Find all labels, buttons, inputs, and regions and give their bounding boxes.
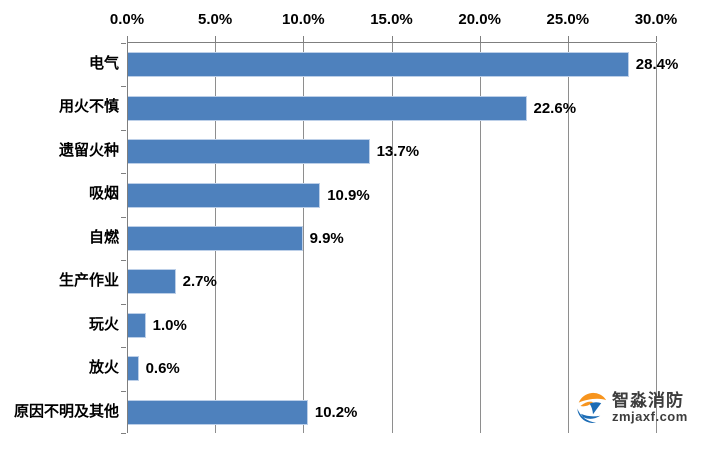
category-label: 遗留火种 (58, 141, 119, 159)
bar-value-label: 0.6% (145, 360, 180, 378)
category-label: 原因不明及其他 (13, 402, 119, 420)
gridline (656, 43, 657, 433)
category-label: 吸烟 (88, 185, 119, 203)
bar-row: 10.9% (128, 173, 656, 216)
watermark-domain: zmjaxf.com (612, 408, 688, 424)
category-axis-tick (121, 130, 126, 131)
bar-value-label: 1.0% (152, 316, 187, 334)
bar-row: 2.7% (128, 260, 656, 303)
gridline (303, 43, 305, 433)
gridline (479, 43, 481, 433)
bar (128, 399, 308, 425)
category-axis-tick (121, 391, 126, 392)
category-axis-tick (121, 433, 126, 434)
bar-row: 9.9% (128, 217, 656, 260)
category-axis-tick (121, 217, 126, 218)
x-tick-label: 0.0% (109, 11, 145, 28)
category-axis-tick (121, 304, 126, 305)
category-label: 玩火 (88, 315, 119, 333)
x-axis-tick (391, 36, 393, 42)
watermark-brand-name: 智淼消防 (612, 390, 684, 410)
gridline (391, 43, 393, 433)
bar-value-label: 28.4% (635, 56, 679, 74)
bar-value-label: 2.7% (182, 273, 217, 291)
category-label: 生产作业 (58, 272, 119, 290)
x-axis-tick (479, 36, 481, 42)
x-tick-label: 20.0% (458, 11, 501, 28)
category-axis-tick (121, 86, 126, 87)
category-axis-tick (121, 347, 126, 348)
category-axis-tick (121, 173, 126, 174)
x-tick-label: 10.0% (282, 11, 325, 28)
bar-value-label: 13.7% (376, 143, 420, 161)
x-tick-label: 15.0% (370, 11, 413, 28)
zhimiao-logo-icon (576, 391, 609, 424)
plot-area: 28.4% 22.6% 13.7% 10.9% 9.9% 2.7% 1.0% 0.6% 10.2… (121, 36, 678, 434)
bar-row: 0.6% (128, 347, 656, 390)
bar (128, 182, 321, 208)
bar-value-label: 22.6% (533, 99, 577, 117)
bar-row: 28.4% (128, 43, 678, 86)
watermark: 智淼消防 zmjaxf.com (576, 391, 688, 424)
category-axis-tick (121, 43, 126, 44)
x-axis-tick (567, 36, 569, 42)
bar-value-label: 10.2% (314, 403, 358, 421)
bar-row: 22.6% (128, 86, 656, 129)
x-tick-label: 30.0% (634, 11, 678, 28)
bar (128, 52, 629, 78)
watermark-text: 智淼消防 zmjaxf.com (612, 390, 688, 424)
x-axis-tick (656, 36, 657, 42)
category-axis-tick (121, 260, 126, 261)
bar-value-label: 9.9% (309, 229, 344, 247)
x-tick-label: 25.0% (546, 11, 590, 28)
bar (128, 356, 139, 382)
gridline (567, 43, 569, 433)
bar (128, 269, 176, 295)
category-label: 自燃 (88, 228, 119, 246)
x-axis-tick (215, 36, 217, 42)
category-label: 用火不慎 (58, 98, 119, 116)
bar-row: 10.2% (128, 391, 656, 434)
x-axis-tick (303, 36, 305, 42)
bar (128, 139, 370, 165)
bar (128, 312, 146, 338)
bar-value-label: 10.9% (327, 186, 370, 204)
bar-row: 1.0% (128, 304, 656, 347)
x-tick-label: 5.0% (198, 11, 233, 28)
bar (128, 225, 303, 251)
category-label: 电气 (88, 55, 119, 72)
category-label: 放火 (88, 359, 119, 377)
bar (128, 95, 527, 121)
bar-row: 13.7% (128, 130, 656, 173)
x-axis-tick (127, 36, 128, 42)
